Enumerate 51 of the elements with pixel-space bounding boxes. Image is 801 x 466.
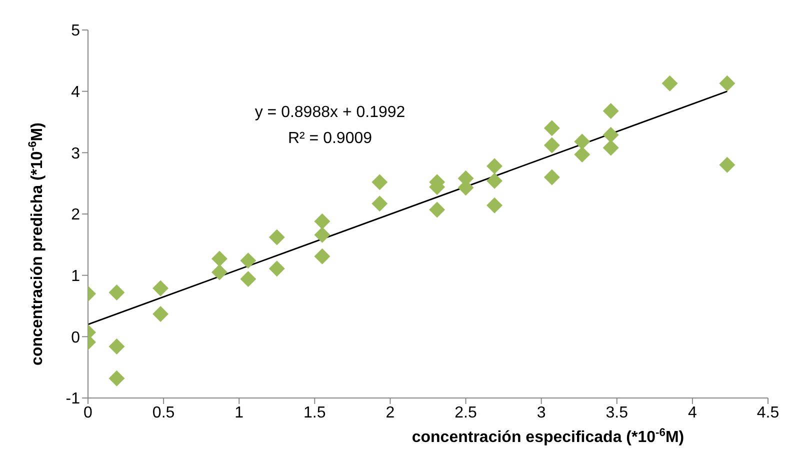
x-tick-label: 1.5 [304, 404, 326, 422]
y-tick-label: 5 [71, 22, 80, 40]
x-tick-label: 2.5 [454, 404, 477, 422]
point [240, 252, 256, 269]
point [544, 120, 560, 136]
point [544, 169, 560, 186]
point [372, 196, 388, 212]
point [429, 202, 446, 218]
x-tick-label: 3.5 [606, 404, 628, 422]
point [662, 75, 678, 92]
point [108, 370, 125, 386]
annotation: R² = 0.9009 [286, 130, 374, 148]
y-tick-label: 4 [71, 84, 80, 102]
point [268, 260, 285, 277]
point [602, 140, 619, 156]
point [602, 102, 619, 119]
point [486, 158, 502, 174]
annotation: y = 0.8988x + 0.1992 [254, 104, 406, 122]
point [314, 226, 330, 243]
y-tick-label: 0 [71, 329, 80, 346]
point [108, 284, 125, 301]
point [574, 134, 590, 150]
point [152, 280, 169, 296]
point [211, 250, 228, 267]
point [152, 306, 169, 322]
y-tick-label: 1 [71, 268, 80, 286]
x-tick-label: 3 [536, 404, 546, 422]
point [544, 137, 560, 154]
point [314, 213, 330, 230]
point [108, 338, 125, 354]
x-tick-label: 4.5 [756, 404, 780, 422]
x-tick-label: 0.5 [152, 404, 175, 422]
point [719, 156, 736, 173]
point [314, 248, 330, 264]
point [268, 229, 285, 246]
y-tick-label: 2 [71, 206, 80, 224]
x-tick-label: 2 [386, 404, 395, 422]
x-tick-label: 4 [688, 404, 697, 422]
point [240, 271, 256, 288]
x-tick-label: 1 [234, 404, 244, 422]
point [486, 197, 502, 214]
x-tick-label: 0 [84, 404, 93, 422]
y-tick-label: -1 [66, 390, 80, 408]
y-tick-label: 3 [71, 145, 80, 162]
point [486, 172, 502, 189]
x-axis-title: concentración especificada (*10$^{-6}$M) [412, 427, 684, 446]
point [372, 174, 388, 190]
point [602, 126, 619, 143]
point [719, 75, 736, 92]
point [574, 146, 590, 163]
point [211, 264, 228, 280]
